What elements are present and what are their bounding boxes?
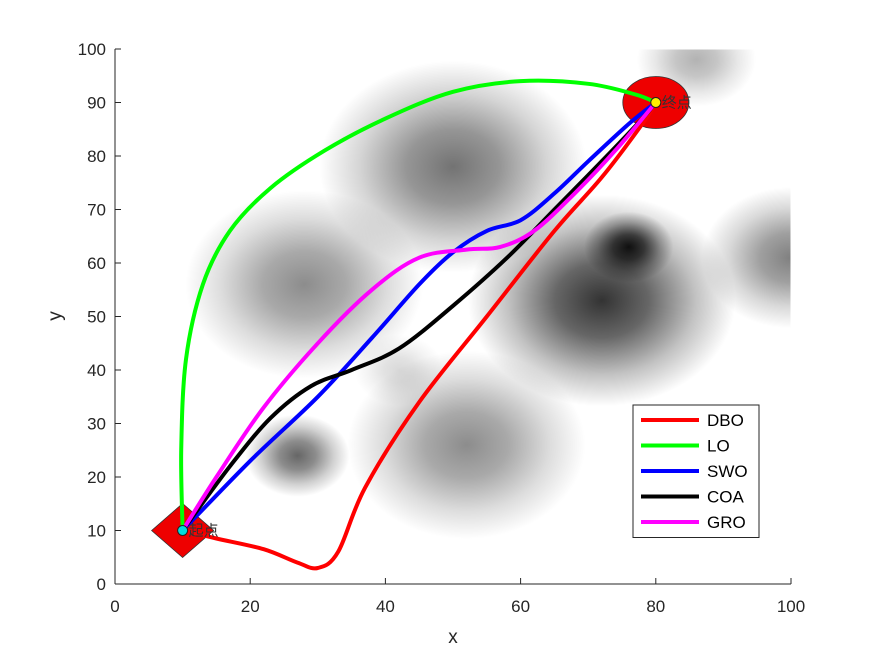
y-tick-label: 90 — [87, 94, 106, 113]
legend-label-gro: GRO — [707, 513, 746, 532]
axes: 0 20 40 60 80 100 0 10 20 30 40 50 60 70 80 90 100 — [78, 40, 806, 616]
series-line-gro — [180, 100, 658, 533]
legend-label-coa: COA — [707, 488, 745, 507]
legend-label-lo: LO — [707, 437, 730, 456]
series-line-dbo — [180, 100, 658, 571]
y-tick-label: 30 — [87, 415, 106, 434]
terrain-blob — [245, 414, 350, 497]
y-tick-label: 50 — [87, 308, 106, 327]
x-tick-label: 20 — [241, 597, 260, 616]
y-tick-label: 60 — [87, 254, 106, 273]
y-tick-label: 70 — [87, 201, 106, 220]
y-axis-label: y — [45, 311, 66, 321]
y-tick-label: 10 — [87, 522, 106, 541]
start-point — [177, 525, 189, 536]
start-label: 起点 — [189, 522, 219, 540]
x-tick-label: 100 — [777, 597, 805, 616]
y-tick-label: 100 — [78, 40, 106, 59]
x-tick-label: 60 — [511, 597, 530, 616]
y-tick-label: 40 — [87, 361, 106, 380]
goal-point — [650, 97, 662, 108]
y-tick-label: 0 — [97, 575, 106, 594]
y-tick-label: 80 — [87, 147, 106, 166]
goal-label: 终点 — [662, 94, 692, 112]
terrain-blob — [185, 190, 424, 379]
series-line-coa — [180, 100, 658, 533]
x-tick-label: 40 — [376, 597, 395, 616]
terrain-blob — [347, 350, 586, 540]
terrain-blob — [584, 211, 674, 283]
series-line-lo — [179, 78, 658, 533]
legend: DBO LO SWO COA GRO — [632, 404, 760, 538]
x-tick-label: 80 — [646, 597, 665, 616]
y-tick-label: 20 — [87, 468, 106, 487]
terrain-blob — [701, 187, 791, 329]
markers-layer: 起点 终点 — [177, 94, 692, 540]
legend-label-swo: SWO — [707, 462, 748, 481]
x-axis-label: x — [448, 627, 458, 648]
legend-label-dbo: DBO — [707, 411, 744, 430]
x-tick-label: 0 — [110, 597, 119, 616]
